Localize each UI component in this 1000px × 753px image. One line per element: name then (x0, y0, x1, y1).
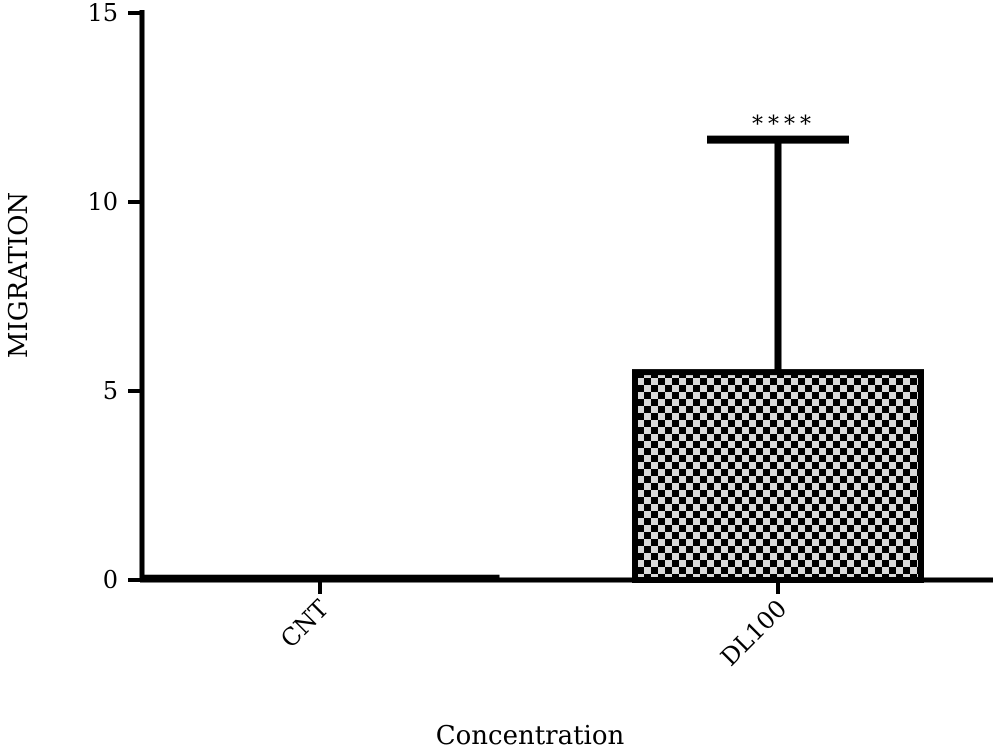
error-bars-group (707, 135, 849, 373)
y-tick-label: 10 (87, 188, 118, 216)
y-tick-label: 0 (103, 566, 118, 594)
bar-dl100 (632, 369, 924, 583)
y-tick-label: 5 (103, 377, 118, 405)
x-category-label: CNT (275, 594, 334, 653)
x-axis-label: Concentration (436, 721, 625, 751)
y-ticks-group: 0 5 10 15 (87, 0, 142, 594)
y-tick-label: 15 (87, 0, 118, 27)
y-axis-label: MIGRATION (4, 192, 34, 358)
significance-label: **** (752, 113, 816, 138)
x-ticks-group: CNT DL100 (275, 580, 792, 672)
bars-group (140, 369, 924, 583)
x-category-label: DL100 (715, 594, 792, 671)
annotations-group: **** (752, 113, 816, 138)
